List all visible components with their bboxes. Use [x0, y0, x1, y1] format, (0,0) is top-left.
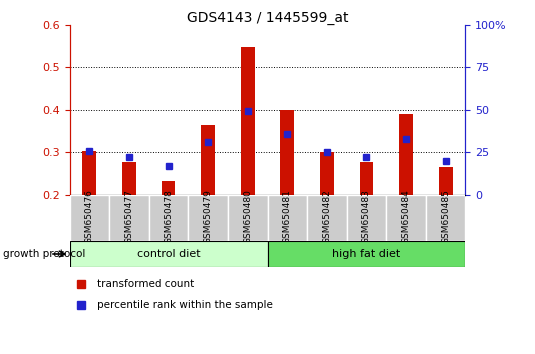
Bar [122, 162, 136, 195]
Text: growth protocol: growth protocol [3, 249, 85, 259]
Text: GSM650477: GSM650477 [125, 189, 133, 244]
Bar [149, 195, 188, 241]
Bar [82, 152, 96, 195]
Text: GSM650478: GSM650478 [164, 189, 173, 244]
Bar [360, 161, 373, 195]
Text: transformed count: transformed count [97, 279, 195, 289]
Text: GSM650480: GSM650480 [243, 189, 252, 244]
Text: GSM650485: GSM650485 [441, 189, 450, 244]
Bar [201, 125, 215, 195]
Text: GSM650482: GSM650482 [323, 189, 331, 244]
Bar [426, 195, 465, 241]
Bar [347, 195, 386, 241]
Bar [386, 195, 426, 241]
Bar [399, 114, 413, 195]
Text: GDS4143 / 1445599_at: GDS4143 / 1445599_at [187, 11, 348, 25]
Text: percentile rank within the sample: percentile rank within the sample [97, 300, 273, 310]
Text: control diet: control diet [137, 249, 200, 259]
Text: GSM650479: GSM650479 [204, 189, 212, 244]
Text: GSM650481: GSM650481 [283, 189, 292, 244]
Bar [320, 152, 334, 195]
Bar [188, 195, 228, 241]
Bar [268, 195, 307, 241]
Bar [70, 241, 268, 267]
Bar [280, 110, 294, 195]
Bar [228, 195, 268, 241]
Bar [162, 181, 175, 195]
Text: GSM650476: GSM650476 [85, 189, 94, 244]
Bar [268, 241, 465, 267]
Bar [70, 195, 109, 241]
Text: high fat diet: high fat diet [332, 249, 401, 259]
Text: GSM650483: GSM650483 [362, 189, 371, 244]
Bar [439, 167, 453, 195]
Bar [307, 195, 347, 241]
Text: GSM650484: GSM650484 [402, 189, 410, 244]
Bar [109, 195, 149, 241]
Bar [241, 47, 255, 195]
